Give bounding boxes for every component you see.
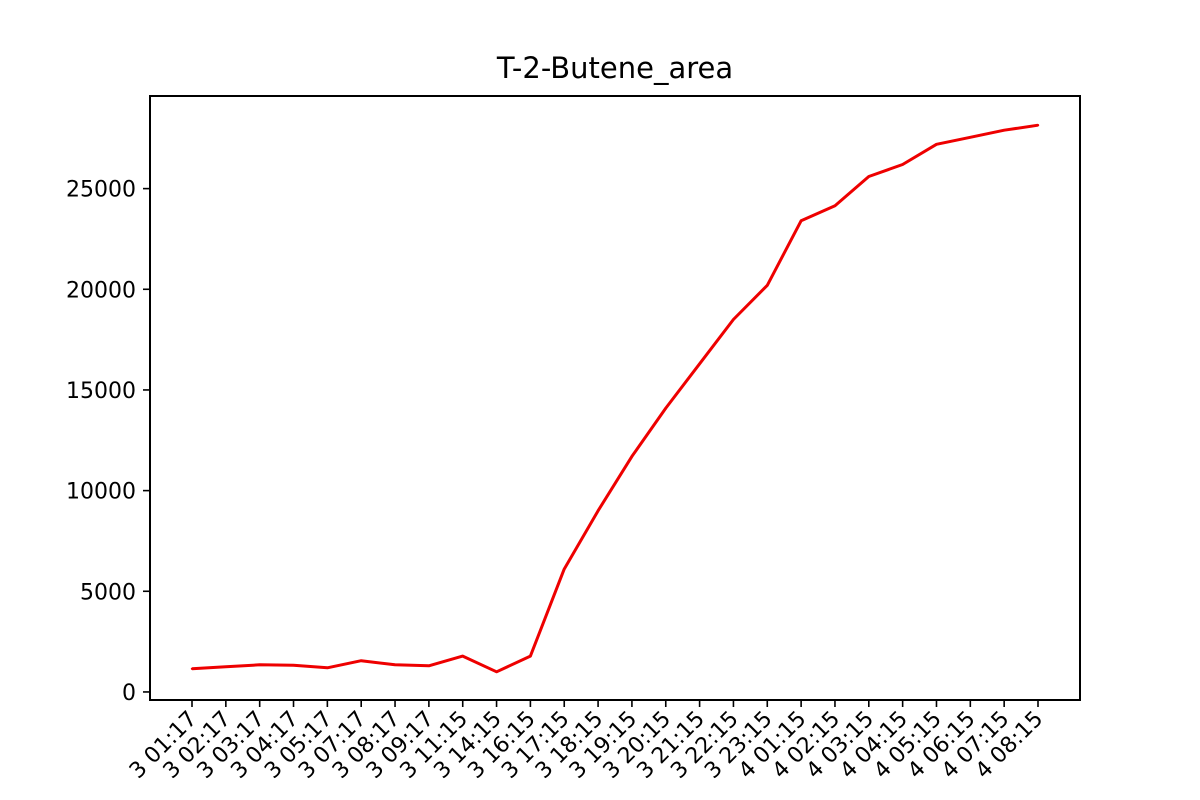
data-point — [224, 665, 228, 668]
plot-frame — [149, 95, 1081, 701]
data-point — [799, 219, 803, 223]
data-point — [326, 666, 329, 669]
data-point — [393, 663, 397, 666]
data-point — [766, 284, 769, 287]
y-axis: 0 5000 10000 15000 20000 25000 — [66, 178, 150, 706]
data-point — [664, 406, 667, 410]
y-tick-label: 20000 — [66, 278, 136, 303]
data-point — [1002, 129, 1006, 132]
data-point — [495, 670, 498, 674]
data-point — [360, 659, 363, 662]
data-point — [292, 663, 295, 667]
data-point — [461, 654, 464, 658]
data-point — [969, 136, 972, 139]
data-point — [529, 654, 532, 658]
series-line — [191, 123, 1039, 674]
y-tick-label: 10000 — [66, 480, 136, 505]
data-point — [732, 318, 735, 321]
y-tick-label: 15000 — [66, 379, 136, 404]
data-point — [427, 664, 431, 667]
chart-title: T-2-Butene_area — [496, 51, 733, 85]
data-point — [596, 509, 600, 512]
y-tick-label: 25000 — [66, 178, 136, 203]
data-point — [833, 204, 837, 207]
data-point — [1036, 123, 1040, 127]
y-tick-label: 0 — [122, 681, 136, 706]
series-group — [190, 123, 1040, 674]
data-point — [630, 455, 634, 458]
data-point — [935, 143, 938, 146]
data-point — [867, 175, 870, 178]
data-point — [698, 362, 701, 365]
y-tick-label: 5000 — [80, 580, 136, 605]
data-point — [258, 663, 261, 666]
x-axis: 3 01:173 02:173 03:173 04:173 05:173 07:… — [125, 700, 1048, 784]
data-point — [563, 567, 566, 571]
data-point — [901, 163, 904, 166]
data-point — [190, 667, 194, 670]
